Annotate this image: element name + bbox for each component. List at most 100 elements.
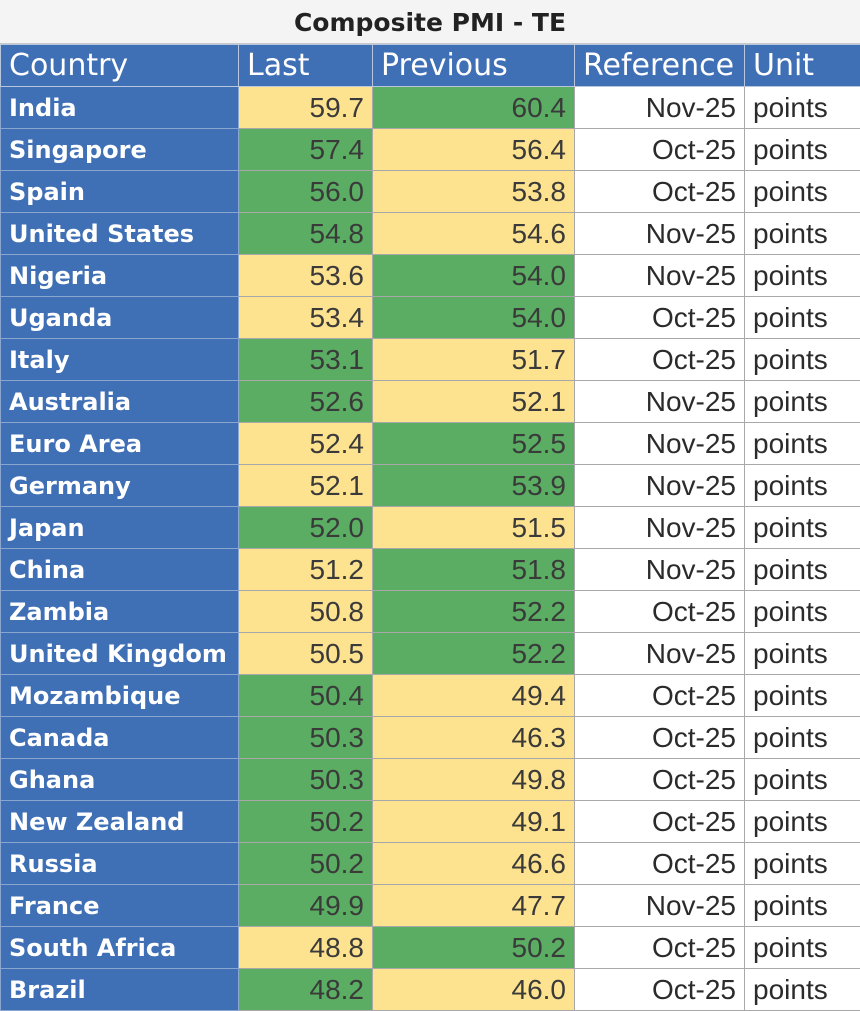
previous-cell: 50.2 xyxy=(373,927,575,969)
country-cell: United States xyxy=(1,213,239,255)
previous-cell: 52.1 xyxy=(373,381,575,423)
previous-cell: 54.0 xyxy=(373,255,575,297)
table-title: Composite PMI - TE xyxy=(0,0,860,44)
previous-cell: 46.6 xyxy=(373,843,575,885)
unit-cell: points xyxy=(745,339,860,381)
reference-cell: Nov-25 xyxy=(575,465,745,507)
unit-cell: points xyxy=(745,423,860,465)
reference-cell: Oct-25 xyxy=(575,801,745,843)
unit-cell: points xyxy=(745,591,860,633)
unit-cell: points xyxy=(745,549,860,591)
reference-cell: Oct-25 xyxy=(575,969,745,1011)
unit-cell: points xyxy=(745,969,860,1011)
last-cell: 52.6 xyxy=(239,381,373,423)
last-cell: 50.4 xyxy=(239,675,373,717)
last-cell: 54.8 xyxy=(239,213,373,255)
last-cell: 50.8 xyxy=(239,591,373,633)
reference-cell: Nov-25 xyxy=(575,87,745,129)
last-cell: 50.5 xyxy=(239,633,373,675)
country-cell: Mozambique xyxy=(1,675,239,717)
last-cell: 51.2 xyxy=(239,549,373,591)
last-cell: 52.1 xyxy=(239,465,373,507)
country-cell: Singapore xyxy=(1,129,239,171)
reference-cell: Oct-25 xyxy=(575,717,745,759)
reference-cell: Oct-25 xyxy=(575,171,745,213)
reference-cell: Nov-25 xyxy=(575,213,745,255)
last-cell: 53.1 xyxy=(239,339,373,381)
unit-cell: points xyxy=(745,675,860,717)
reference-cell: Nov-25 xyxy=(575,549,745,591)
country-cell: United Kingdom xyxy=(1,633,239,675)
country-cell: Germany xyxy=(1,465,239,507)
header-reference: Reference xyxy=(575,45,745,87)
header-country: Country xyxy=(1,45,239,87)
country-cell: Euro Area xyxy=(1,423,239,465)
previous-cell: 51.5 xyxy=(373,507,575,549)
last-cell: 49.9 xyxy=(239,885,373,927)
previous-cell: 52.5 xyxy=(373,423,575,465)
country-cell: India xyxy=(1,87,239,129)
unit-cell: points xyxy=(745,717,860,759)
unit-cell: points xyxy=(745,213,860,255)
reference-cell: Nov-25 xyxy=(575,633,745,675)
last-cell: 57.4 xyxy=(239,129,373,171)
header-previous: Previous xyxy=(373,45,575,87)
last-cell: 52.0 xyxy=(239,507,373,549)
previous-cell: 49.1 xyxy=(373,801,575,843)
unit-cell: points xyxy=(745,255,860,297)
unit-cell: points xyxy=(745,801,860,843)
reference-cell: Oct-25 xyxy=(575,843,745,885)
previous-cell: 53.8 xyxy=(373,171,575,213)
header-unit: Unit xyxy=(745,45,860,87)
header-last: Last xyxy=(239,45,373,87)
last-cell: 50.2 xyxy=(239,801,373,843)
reference-cell: Nov-25 xyxy=(575,507,745,549)
country-cell: France xyxy=(1,885,239,927)
previous-cell: 52.2 xyxy=(373,591,575,633)
country-cell: Uganda xyxy=(1,297,239,339)
country-cell: Ghana xyxy=(1,759,239,801)
previous-cell: 49.8 xyxy=(373,759,575,801)
unit-cell: points xyxy=(745,297,860,339)
previous-cell: 54.0 xyxy=(373,297,575,339)
country-cell: Zambia xyxy=(1,591,239,633)
country-cell: Brazil xyxy=(1,969,239,1011)
previous-cell: 46.3 xyxy=(373,717,575,759)
unit-cell: points xyxy=(745,507,860,549)
country-cell: Japan xyxy=(1,507,239,549)
previous-cell: 47.7 xyxy=(373,885,575,927)
country-cell: China xyxy=(1,549,239,591)
last-cell: 52.4 xyxy=(239,423,373,465)
country-cell: Nigeria xyxy=(1,255,239,297)
last-cell: 53.4 xyxy=(239,297,373,339)
last-cell: 50.3 xyxy=(239,759,373,801)
table-header-row: Country Last Previous Reference Unit xyxy=(1,45,860,87)
country-cell: South Africa xyxy=(1,927,239,969)
last-cell: 50.2 xyxy=(239,843,373,885)
reference-cell: Nov-25 xyxy=(575,255,745,297)
reference-cell: Oct-25 xyxy=(575,339,745,381)
pmi-table: Country Last Previous Reference Unit Ind… xyxy=(0,44,860,1011)
reference-cell: Oct-25 xyxy=(575,927,745,969)
previous-cell: 54.6 xyxy=(373,213,575,255)
reference-cell: Oct-25 xyxy=(575,129,745,171)
unit-cell: points xyxy=(745,759,860,801)
reference-cell: Nov-25 xyxy=(575,423,745,465)
unit-cell: points xyxy=(745,843,860,885)
previous-cell: 51.7 xyxy=(373,339,575,381)
previous-cell: 53.9 xyxy=(373,465,575,507)
last-cell: 56.0 xyxy=(239,171,373,213)
